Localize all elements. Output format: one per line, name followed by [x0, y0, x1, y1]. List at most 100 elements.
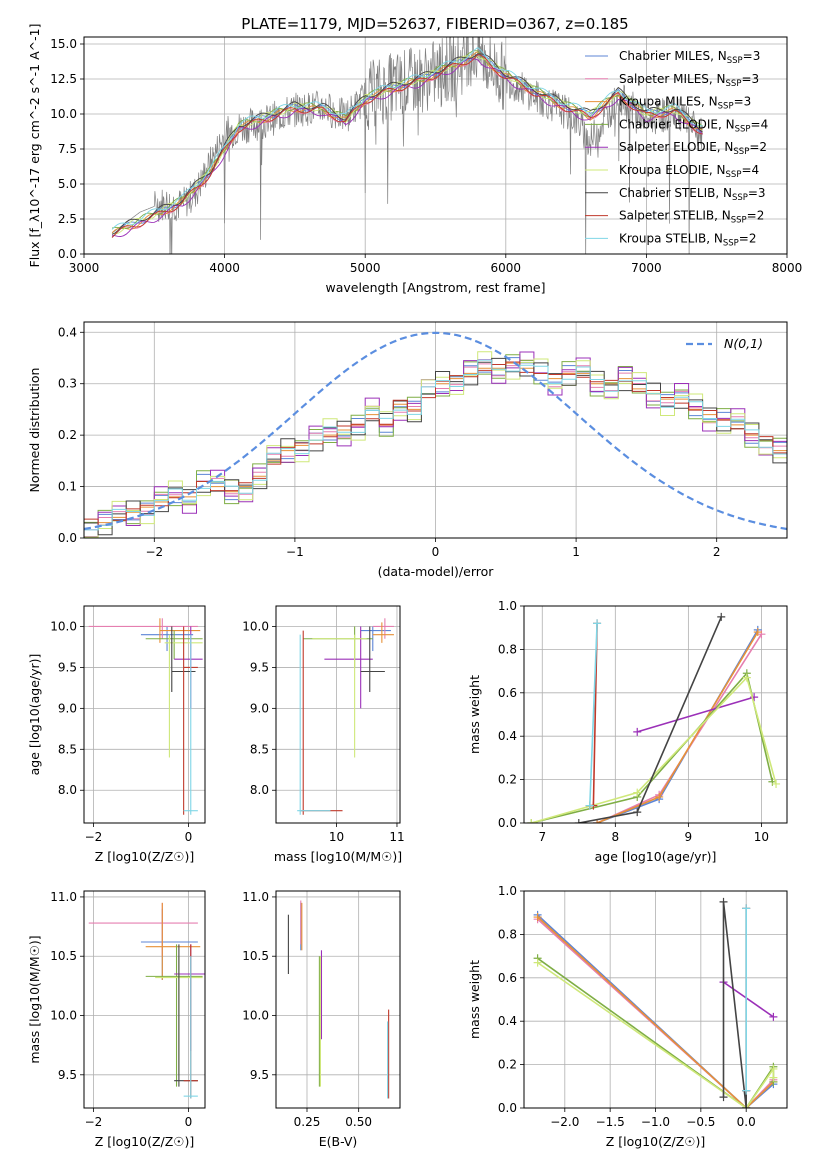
plot-frame [523, 890, 788, 1109]
x-tick-label: −2.0 [550, 1115, 579, 1129]
mass-weight-line [636, 696, 755, 733]
y-tick-label: 0.8 [498, 927, 517, 941]
plot-area [527, 612, 781, 823]
data-point-marker [753, 628, 762, 637]
legend-count: =3 [743, 49, 761, 63]
x-axis-label: Z [log10(Z/Z☉)] [606, 1134, 706, 1149]
x-tick-label: 11 [389, 830, 404, 844]
y-tick-label: 11.0 [242, 890, 269, 904]
y-tick-label: 0.0 [498, 1101, 517, 1115]
plot-area [111, 37, 703, 254]
plot-area [287, 900, 390, 1099]
y-tick-label: 0.4 [498, 1014, 517, 1028]
x-tick-label: 0.25 [294, 1115, 321, 1129]
panel-residuals: −2 −1 0 1 2 0.0 0.1 0.2 0.3 0.4 (data-model)/error… [27, 321, 788, 579]
y-tick-label: 9.0 [58, 701, 77, 715]
legend-count: =3 [748, 186, 766, 200]
data-point-marker [533, 958, 542, 967]
y-tick-label: 15.0 [50, 37, 77, 51]
model-spectrum-line [111, 47, 703, 230]
x-tick-label: −2 [85, 1115, 103, 1129]
x-axis-label: E(B-V) [319, 1134, 358, 1149]
legend-count: =2 [749, 140, 767, 154]
residual-histogram [84, 359, 787, 531]
legend-subscript: SSP [733, 147, 749, 157]
legend-count: =2 [747, 209, 765, 223]
plot-area [88, 618, 203, 815]
y-tick-label: 0.1 [58, 480, 77, 494]
data-point-marker [769, 1073, 778, 1082]
legend-label: Salpeter MILES, NSSP=3 [619, 72, 759, 89]
data-point-marker [719, 897, 728, 906]
legend-label: Kroupa ELODIE, NSSP=4 [619, 163, 759, 180]
y-tick-label: 0.4 [498, 729, 517, 743]
x-axis-label: mass [log10(M/M☉)] [274, 849, 402, 864]
model-spectrum-line [111, 53, 703, 235]
y-tick-label: 8.5 [58, 742, 77, 756]
y-tick-label: 0.2 [498, 773, 517, 787]
x-tick-label: 0.50 [345, 1115, 372, 1129]
mass-weight-line [531, 676, 777, 823]
panels: 3000 4000 5000 6000 7000 80000.02.55.07.510.0… [27, 24, 802, 1149]
y-tick-label: 9.5 [58, 660, 77, 674]
y-tick-label: 1.0 [498, 884, 517, 898]
panel-mass_vs_Z: −2 0 9.5 10.0 10.5 11.0 Z [log10(Z/Z☉)] mass [l… [27, 890, 206, 1149]
mass-weight-line [537, 916, 774, 1108]
x-tick-label: 3000 [69, 261, 100, 275]
x-tick-label: −2 [85, 830, 103, 844]
data-point-marker [533, 913, 542, 922]
y-tick-label: 10.5 [50, 949, 77, 963]
data-point-marker [717, 612, 726, 621]
y-tick-label: 10.0 [50, 107, 77, 121]
y-tick-label: 10.0 [242, 1009, 269, 1023]
legend-label: Salpeter ELODIE, NSSP=2 [619, 140, 767, 157]
plot-area [88, 902, 205, 1099]
mass-weight-line [537, 961, 775, 1108]
y-tick-label: 8.5 [250, 742, 269, 756]
data-point-marker [585, 801, 594, 810]
x-tick-label: 7000 [631, 261, 662, 275]
y-tick-label: 10.5 [242, 949, 269, 963]
legend-label: Salpeter STELIB, NSSP=2 [619, 209, 764, 226]
residual-histogram [84, 362, 787, 524]
mass-weight-line [537, 918, 774, 1108]
data-point-marker [742, 673, 751, 682]
y-tick-label: 10.0 [242, 619, 269, 633]
data-point-marker [719, 1093, 728, 1102]
plot-frame [275, 890, 401, 1109]
y-axis-label: age [log10(age/yr)] [27, 654, 42, 776]
y-tick-label: 12.5 [50, 72, 77, 86]
y-axis-label: mass weight [467, 960, 482, 1039]
mass-weight-line [596, 633, 763, 823]
x-tick-label: 5000 [350, 261, 381, 275]
legend-label: Chabrier STELIB, NSSP=3 [619, 186, 766, 203]
normal-curve [84, 331, 787, 531]
panel-mass_vs_ebv: 0.25 0.50 9.5 10.0 10.5 11.0 E(B-V) [242, 890, 401, 1149]
data-point-marker [769, 1012, 778, 1021]
data-point-marker [769, 1064, 778, 1073]
x-tick-label: 2 [713, 545, 721, 559]
panel-age_vs_Z: −2 0 8.0 8.5 9.0 9.5 10.0 Z [log10(Z/Z☉)] age [l… [27, 605, 206, 864]
y-tick-label: 0.2 [498, 1058, 517, 1072]
model-spectrum-line [111, 51, 703, 234]
data-point-marker [593, 619, 602, 628]
x-axis-label: (data-model)/error [378, 564, 495, 579]
y-axis-label: Normed distribution [27, 368, 42, 493]
model-spectrum-line [111, 50, 703, 230]
y-tick-label: 10.0 [50, 619, 77, 633]
x-tick-label: 7 [538, 830, 546, 844]
panel-age_vs_mass: 10 11 8.0 8.5 9.0 9.5 10.0 mass [log10(M/M☉)] [242, 605, 405, 864]
data-point-marker [633, 788, 642, 797]
x-tick-label: 0 [185, 830, 193, 844]
y-tick-label: 2.5 [58, 212, 77, 226]
plot-frame [83, 36, 788, 255]
plot-frame [83, 890, 206, 1109]
data-point-marker [633, 727, 642, 736]
y-tick-label: 9.0 [250, 701, 269, 715]
data-point-marker [742, 904, 751, 913]
y-tick-label: 8.0 [58, 783, 77, 797]
x-axis-label: Z [log10(Z/Z☉)] [95, 1134, 195, 1149]
x-tick-label: 6000 [491, 261, 522, 275]
x-tick-label: −2 [145, 545, 163, 559]
